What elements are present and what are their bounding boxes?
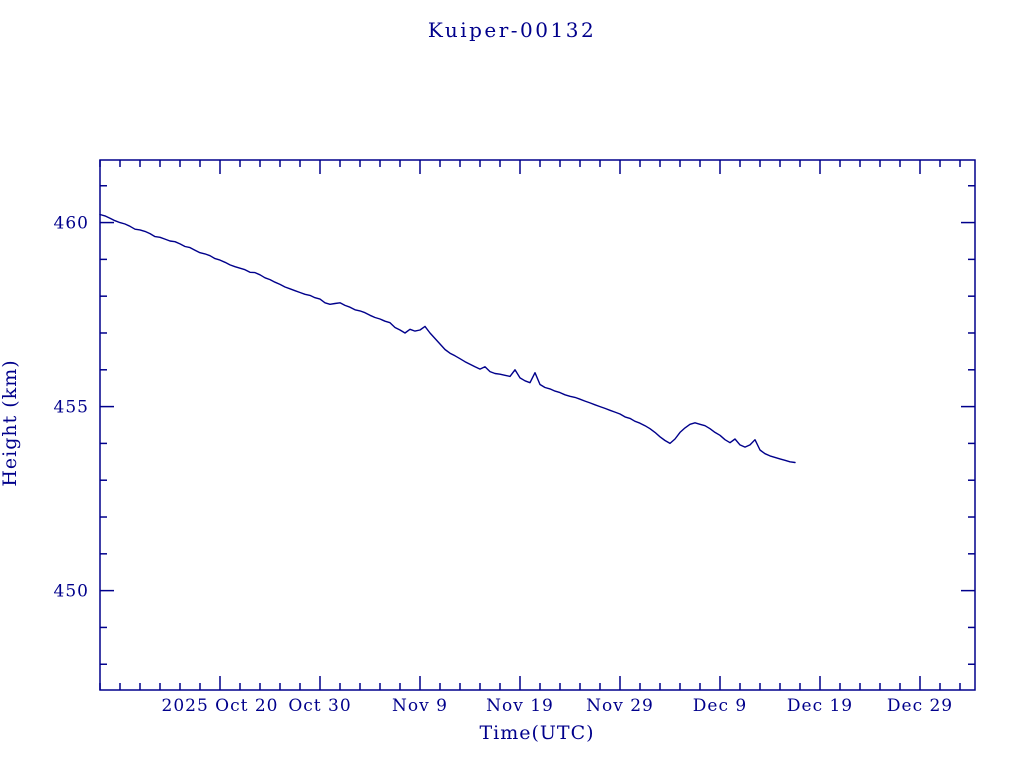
- x-tick-label: Nov 19: [486, 696, 554, 716]
- y-tick-label: 455: [54, 398, 89, 418]
- chart-title: Kuiper-00132: [428, 18, 596, 42]
- y-tick-label: 450: [54, 582, 89, 602]
- data-line-height-km: [99, 213, 796, 464]
- x-tick-label: Nov 29: [586, 696, 654, 716]
- x-axis-label: Time(UTC): [479, 722, 594, 744]
- x-tick-label: 2025 Oct 20: [162, 696, 279, 716]
- plot-area: 2025 Oct 20 Oct 30 Nov 9 Nov 19 Nov 29 Dec 9 D…: [54, 159, 976, 716]
- x-tick-label: Dec 19: [787, 696, 853, 716]
- axis-frame: [99, 159, 976, 691]
- x-tick-label: Dec 29: [887, 696, 953, 716]
- x-tick-label: Oct 30: [288, 696, 351, 716]
- y-axis-label: Height (km): [0, 359, 21, 486]
- x-tick-label: Nov 9: [392, 696, 448, 716]
- x-tick-label: Dec 9: [693, 696, 747, 716]
- y-tick-label: 460: [54, 214, 89, 234]
